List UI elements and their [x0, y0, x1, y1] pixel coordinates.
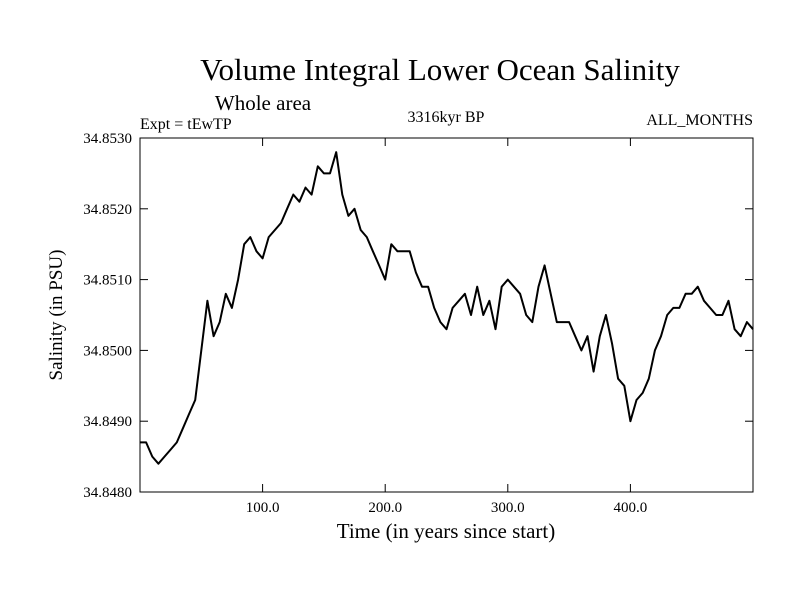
experiment-label: Expt = tEwTP [140, 116, 232, 133]
x-tick-label: 400.0 [614, 500, 648, 516]
months-label: ALL_MONTHS [646, 112, 753, 129]
plot-frame [139, 137, 754, 493]
y-tick-label: 34.8520 [83, 202, 132, 218]
y-tick-label: 34.8530 [83, 131, 132, 147]
x-axis-label: Time (in years since start) [337, 519, 556, 543]
chart-title: Volume Integral Lower Ocean Salinity [200, 52, 680, 87]
x-tick-label: 300.0 [491, 500, 525, 516]
x-tick-label: 100.0 [246, 500, 280, 516]
axis-ticks: 34.8480 34.8490 34.8500 34.8510 34.8520 34.85… [83, 131, 753, 516]
chart-subtitle: Whole area [215, 91, 312, 115]
salinity-series-line [140, 151, 754, 465]
x-tick-label: 200.0 [368, 500, 402, 516]
y-axis-label: Salinity (in PSU) [46, 250, 67, 381]
y-tick-label: 34.8490 [83, 414, 132, 430]
y-tick-label: 34.8500 [83, 343, 132, 359]
y-tick-label: 34.8510 [83, 273, 132, 289]
period-label: 3316kyr BP [408, 109, 485, 126]
y-tick-label: 34.8480 [83, 485, 132, 501]
